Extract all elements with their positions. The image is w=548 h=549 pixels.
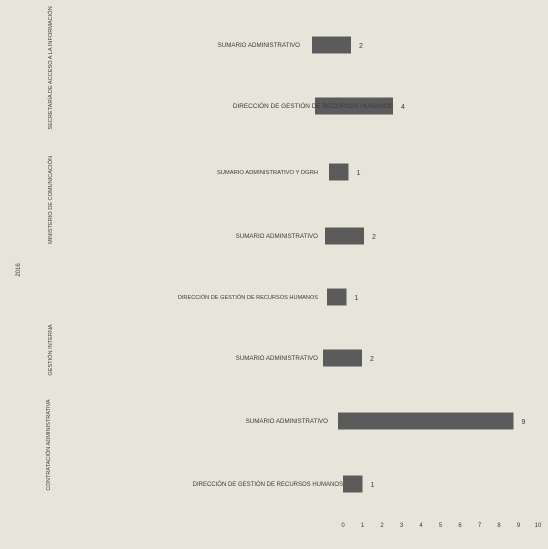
data-label-4: 1 [355, 295, 359, 302]
category-label-7: DIRECCIÓN DE GESTIÓN DE RECURSOS HUMANOS [193, 481, 343, 488]
x-tick-5: 5 [439, 523, 443, 529]
x-tick-8: 8 [497, 523, 501, 529]
x-tick-6: 6 [458, 523, 462, 529]
x-tick-4: 4 [419, 523, 423, 529]
data-label-0: 2 [359, 43, 363, 50]
x-tick-1: 1 [361, 523, 365, 529]
data-label-6: 9 [522, 419, 526, 426]
data-label-1: 4 [401, 104, 405, 111]
x-tick-10: 10 [535, 523, 542, 529]
group-label-0: SECRETARÍA DE ACCESO A LA INFORMACIÓN [47, 6, 54, 129]
bar-6 [338, 413, 514, 430]
data-label-7: 1 [371, 482, 375, 489]
year-label: 2016 [16, 263, 22, 277]
category-label-6: SUMARIO ADMINISTRATIVO [246, 418, 329, 425]
data-label-2: 1 [357, 170, 361, 177]
category-label-2: SUMARIO ADMINISTRATIVO Y DGRH [217, 170, 318, 176]
category-label-1: DIRECCIÓN DE GESTIÓN DE RECURSOS HUMANOS [233, 101, 393, 110]
category-label-4: DIRECCIÓN DE GESTIÓN DE RECURSOS HUMANOS [178, 294, 318, 301]
x-tick-9: 9 [517, 523, 521, 529]
group-label-1: MINISTERIO DE COMUNICACIÓN [47, 156, 54, 244]
group-label-2: GESTIÓN INTERNA [47, 324, 54, 376]
category-label-5: SUMARIO ADMINISTRATIVO [236, 355, 319, 362]
x-tick-7: 7 [478, 523, 482, 529]
x-tick-0: 0 [341, 523, 345, 529]
bar-4 [327, 289, 347, 306]
group-label-3: CONTRATACIÓN ADMINISTRATIVA [45, 399, 52, 491]
data-label-5: 2 [370, 356, 374, 363]
bar-5 [323, 350, 362, 367]
bar-7 [343, 476, 363, 493]
category-label-0: SUMARIO ADMINISTRATIVO [218, 42, 301, 49]
data-label-3: 2 [372, 234, 376, 241]
x-tick-2: 2 [380, 523, 384, 529]
bar-3 [325, 228, 364, 245]
bar-0 [312, 37, 351, 54]
x-tick-3: 3 [400, 523, 404, 529]
bar-2 [329, 164, 349, 181]
category-label-3: SUMARIO ADMINISTRATIVO [236, 233, 319, 240]
